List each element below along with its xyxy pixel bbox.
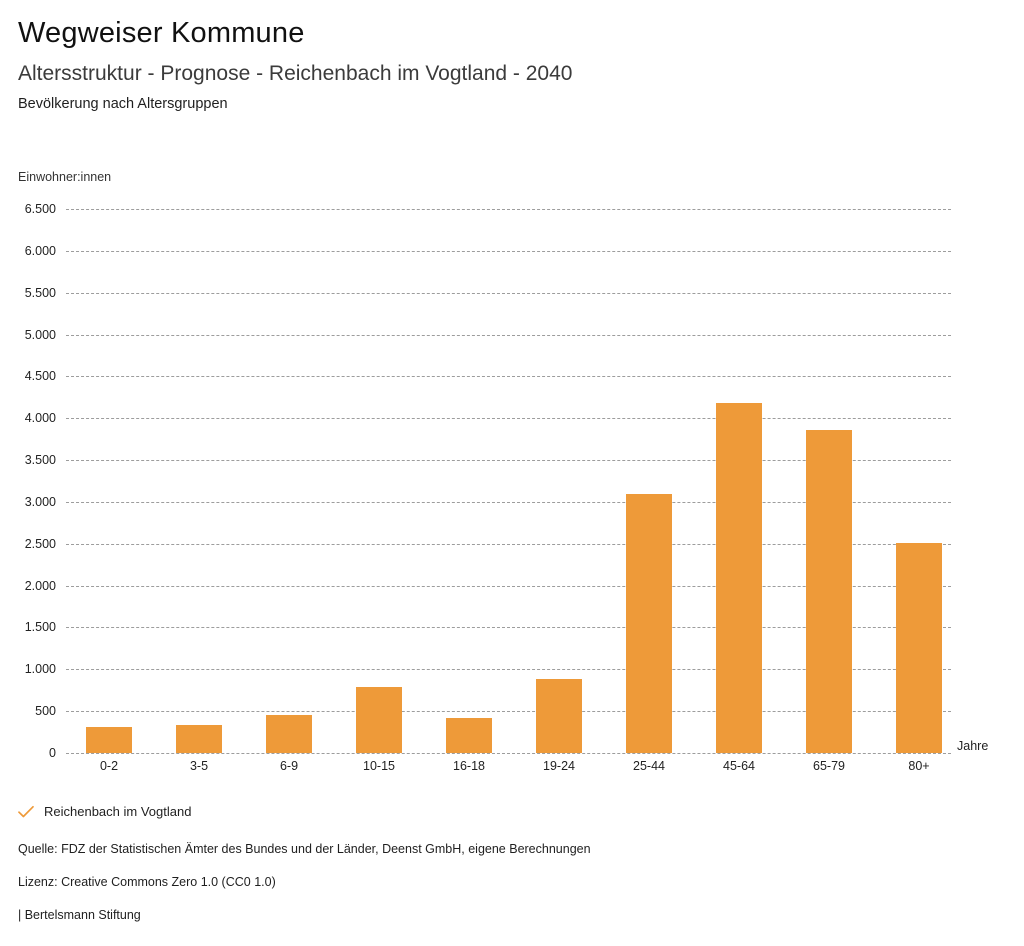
gridline xyxy=(66,543,951,545)
chart-header: Wegweiser Kommune Altersstruktur - Progn… xyxy=(0,0,1024,113)
bar-10-15[interactable] xyxy=(356,686,402,753)
x-axis-tick-label: 65-79 xyxy=(813,759,845,773)
footnote-license: Lizenz: Creative Commons Zero 1.0 (CC0 1… xyxy=(18,874,276,889)
y-axis-ticks: 0 500 1.000 1.500 2.000 2.500 3.000 3.500 4.000 4… xyxy=(0,195,1024,795)
chart-plot-area: 0 500 1.000 1.500 2.000 2.500 3.000 3.500 4.000 4… xyxy=(0,195,1024,795)
gridline xyxy=(66,585,951,587)
chart-legend[interactable]: Reichenbach im Vogtland xyxy=(18,804,191,819)
bar-16-18[interactable] xyxy=(446,717,492,753)
gridline xyxy=(66,250,951,252)
chart-footnotes: Quelle: FDZ der Statistischen Ämter des … xyxy=(18,842,978,922)
y-axis-tick-label: 2.500 xyxy=(24,536,56,551)
y-axis-title: Einwohner:innen xyxy=(18,170,112,184)
gridline xyxy=(66,669,951,671)
gridline xyxy=(66,460,951,462)
bar-19-24[interactable] xyxy=(536,679,582,753)
y-axis-tick-label: 4.000 xyxy=(24,411,56,426)
y-axis-tick-label: 1.000 xyxy=(24,662,56,677)
bar-6-9[interactable] xyxy=(266,715,312,753)
x-axis-tick-label: 16-18 xyxy=(453,759,485,773)
y-axis-tick-label: 3.000 xyxy=(24,494,56,509)
y-axis-tick-label: 5.500 xyxy=(24,285,56,300)
gridline xyxy=(66,209,951,210)
y-axis-tick-label: 3.500 xyxy=(24,453,56,468)
chart-title: Altersstruktur - Prognose - Reichenbach … xyxy=(18,61,573,85)
x-axis-tick-label: 6-9 xyxy=(279,759,299,773)
x-axis-tick-label: 25-44 xyxy=(633,759,665,773)
chart-subtitle: Bevölkerung nach Altersgruppen xyxy=(18,95,228,112)
y-axis-tick-label: 0 xyxy=(49,746,56,760)
bar-3-5[interactable] xyxy=(176,725,222,753)
gridlines xyxy=(0,195,1024,795)
bar-series xyxy=(0,195,1024,795)
gridline xyxy=(66,753,951,754)
gridline xyxy=(66,376,951,378)
bar-45-64[interactable] xyxy=(716,403,762,753)
x-axis-tick-label: 3-5 xyxy=(189,759,209,773)
gridline xyxy=(66,292,951,294)
legend-item-label: Reichenbach im Vogtland xyxy=(44,804,192,819)
x-axis-ticks: 0-2 3-5 6-9 10-15 16-18 19-24 25-44 45-64 65-79 8… xyxy=(0,195,1024,795)
bar-80+[interactable] xyxy=(896,542,942,753)
footnote-publisher: | Bertelsmann Stiftung xyxy=(18,907,141,922)
x-axis-tick-label: 10-15 xyxy=(363,759,395,773)
gridline xyxy=(66,418,951,420)
y-axis-tick-label: 6.000 xyxy=(24,243,56,258)
bar-65-79[interactable] xyxy=(806,429,852,753)
footnote-source: Quelle: FDZ der Statistischen Ämter des … xyxy=(18,842,591,856)
app-title: Wegweiser Kommune xyxy=(18,17,305,49)
check-icon xyxy=(18,805,34,819)
y-axis-tick-label: 500 xyxy=(35,704,56,719)
gridline xyxy=(66,627,951,629)
x-axis-tick-label: 80+ xyxy=(908,759,930,773)
bar-25-44[interactable] xyxy=(626,494,672,753)
x-axis-tick-label: 19-24 xyxy=(543,759,575,773)
y-axis-tick-label: 5.000 xyxy=(24,327,56,342)
y-axis-tick-label: 4.500 xyxy=(24,369,56,384)
y-axis-tick-label: 6.500 xyxy=(24,202,56,216)
gridline xyxy=(66,711,951,713)
y-axis-tick-label: 1.500 xyxy=(24,620,56,635)
gridline xyxy=(66,334,951,336)
bar-0-2[interactable] xyxy=(86,727,132,753)
gridline xyxy=(66,501,951,503)
y-axis-tick-label: 2.000 xyxy=(24,578,56,593)
x-axis-tick-label: 0-2 xyxy=(99,759,119,773)
x-axis-title: Jahre xyxy=(957,739,989,753)
x-axis-tick-label: 45-64 xyxy=(723,759,755,773)
